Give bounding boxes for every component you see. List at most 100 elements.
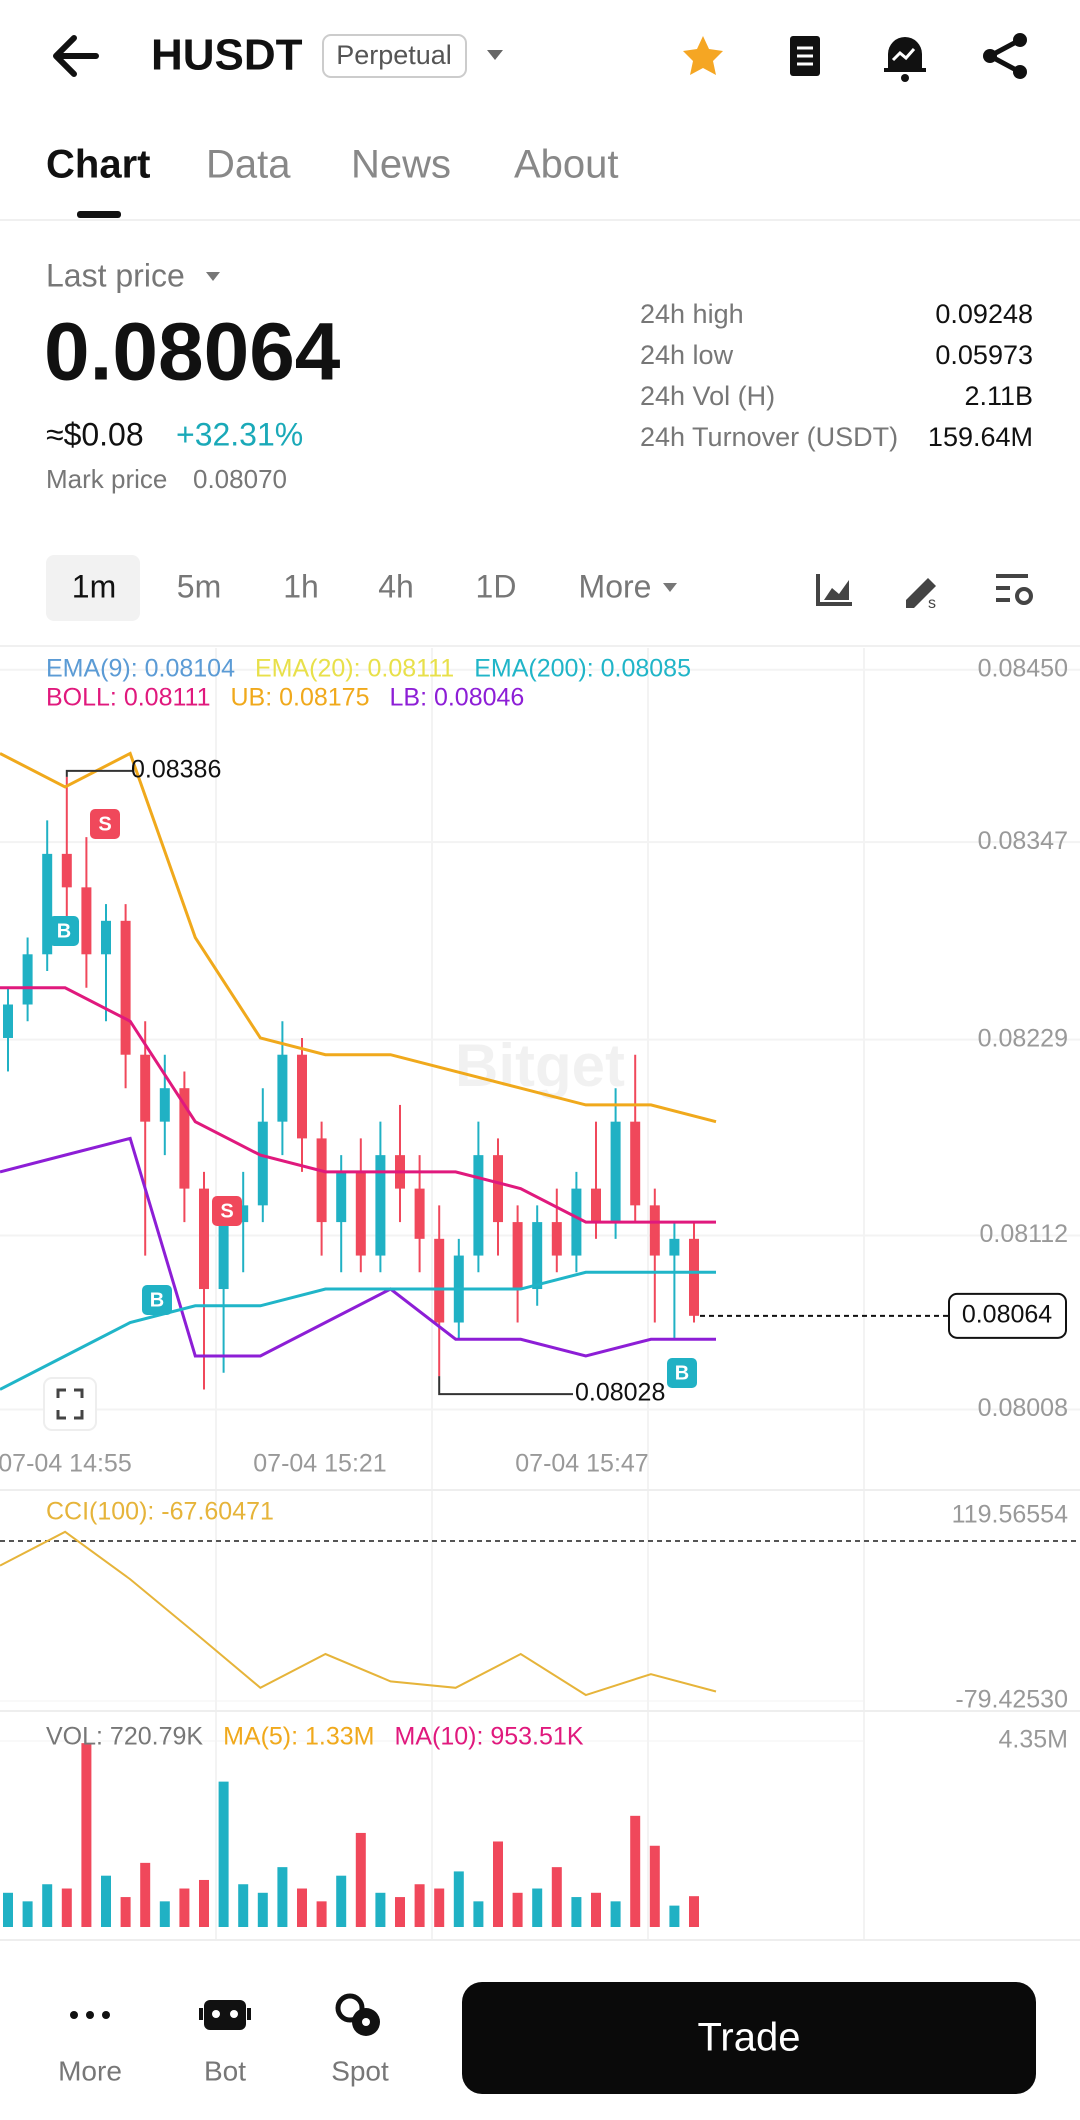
volume-bar [199,1879,209,1927]
vol-legend: VOL: 720.79K [46,1723,203,1751]
y-tick-label: 119.56554 [952,1501,1068,1529]
back-button[interactable] [53,35,99,77]
volume-bar [238,1884,249,1927]
volume-bar [61,1888,72,1927]
mark-price-label: Mark price [46,464,167,494]
volume-bar [512,1892,523,1927]
volume-bar [571,1897,582,1927]
signal-badge [142,1285,172,1315]
candle-body [649,1205,660,1256]
trade-button-bg[interactable] [462,1982,1036,2094]
volume-bar [355,1832,366,1927]
interval[interactable]: 4h [378,568,414,604]
cci-line [0,1530,717,1697]
volume-bar [493,1841,503,1927]
candle-body [512,1222,523,1290]
candle-body [199,1188,209,1290]
more-icon[interactable] [70,2011,110,2019]
stat-value: 0.05973 [935,340,1033,370]
alert-icon[interactable] [884,37,926,82]
signal-label: B [675,1362,689,1384]
volume-bar [140,1862,151,1927]
volume-bar [42,1884,53,1927]
dropdown-caret[interactable] [487,50,503,60]
indicator-legend: EMA(20): 0.08111 [255,655,454,683]
x-tick-label: 07-04 15:21 [253,1450,386,1478]
more-caret[interactable] [663,583,677,592]
divider [0,645,1080,647]
interval-selected [46,555,140,621]
bot-icon[interactable] [199,2000,251,2030]
trade-button[interactable]: Trade [697,2016,800,2060]
signal-label: S [220,1200,233,1222]
tab[interactable]: About [514,143,619,187]
volume-bar [395,1897,405,1927]
nav-label[interactable]: Spot [331,2055,389,2086]
divider [0,219,1080,221]
volume-bar [532,1888,543,1927]
volume-bar [257,1892,268,1927]
volume-bar [453,1871,464,1927]
candle-body [434,1238,445,1323]
signal-label: B [150,1289,164,1311]
usd-price: ≈$0.08 [46,416,144,452]
signal-label: S [98,813,111,835]
volume-bar [591,1892,601,1927]
fullscreen-icon[interactable] [43,1377,97,1431]
high-leader [65,769,133,777]
indicator-legend: LB: 0.08046 [389,684,524,712]
tab[interactable]: Chart [46,143,150,187]
candle-body [669,1238,680,1256]
divider [0,1939,1080,1941]
volume-bar [101,1875,111,1927]
nav-label[interactable]: More [58,2055,122,2086]
candle-body [257,1121,268,1206]
low-label: 0.08028 [575,1379,665,1407]
nav-label[interactable]: Bot [204,2055,246,2086]
candle-body [297,1054,307,1139]
x-tick-label: 07-04 14:55 [0,1450,132,1478]
signal-badge [212,1196,242,1226]
tab[interactable]: News [351,143,451,187]
stat-label: 24h high [640,299,744,329]
share-icon[interactable] [983,33,1027,79]
volume-bar [434,1888,445,1927]
mark-price: 0.08070 [193,464,287,494]
indicator-legend: BOLL: 0.08111 [46,684,210,712]
spot-icon[interactable] [335,1993,380,2036]
interval[interactable]: 1m [72,568,116,604]
volume-bar [277,1867,288,1927]
candle-body [42,853,53,955]
candle-body [3,1004,13,1038]
last-price-label[interactable]: Last price [46,257,185,293]
candle-body [179,1088,190,1189]
volume-bar [610,1901,621,1927]
y-tick-label: -79.42530 [955,1686,1068,1714]
volume-bar [414,1884,425,1927]
interval[interactable]: 1h [283,568,319,604]
badge[interactable]: Perpetual [336,40,452,70]
volume-bar [375,1892,386,1927]
settings-icon[interactable] [996,574,1033,605]
favorite-icon[interactable] [683,36,723,75]
stat-label: 24h Turnover (USDT) [640,422,898,452]
y-tick-label: 0.08347 [978,827,1068,855]
last-price: 0.08064 [44,307,341,398]
volume-bar [551,1867,562,1927]
volume-bar [630,1815,641,1927]
candle-body [591,1188,601,1223]
last-price-box [948,1292,1067,1339]
draw-icon[interactable]: s [906,578,936,612]
candle-body [630,1121,641,1206]
interval[interactable]: 1D [476,568,517,604]
indicator-line [0,986,716,1224]
notes-icon[interactable] [790,36,820,76]
last-price-caret[interactable] [206,272,220,281]
candle-body [551,1222,562,1256]
interval[interactable]: More [579,568,652,604]
tab[interactable]: Data [206,143,291,187]
candle-body [571,1188,582,1256]
interval[interactable]: 5m [177,568,221,604]
chart-type-icon[interactable] [816,574,852,606]
